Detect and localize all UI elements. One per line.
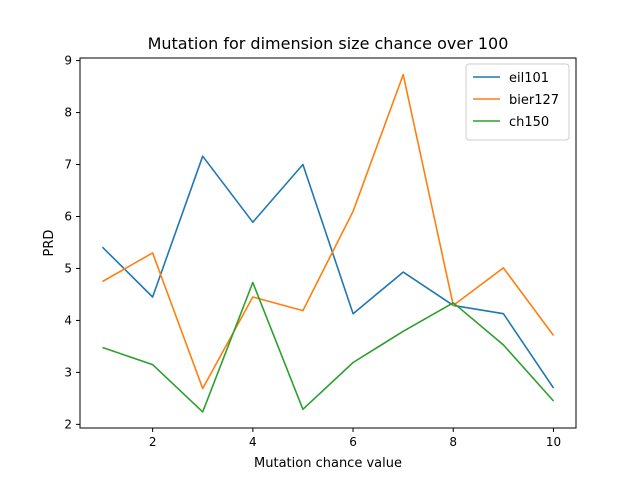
plot-frame — [79, 57, 577, 429]
series-line-eil101 — [101, 155, 555, 389]
legend-label-eil101: eil101 — [509, 71, 549, 86]
x-tick-label: 6 — [349, 435, 357, 449]
legend: eil101 bier127 ch150 — [465, 63, 570, 141]
y-tick-label: 7 — [64, 158, 72, 172]
series-layer — [101, 73, 555, 413]
chart-title: Mutation for dimension size chance over … — [148, 34, 509, 53]
x-tick-label: 4 — [249, 435, 257, 449]
series-line-bier127 — [102, 73, 555, 390]
y-tick-label: 8 — [64, 106, 72, 120]
y-tick-label: 4 — [64, 313, 72, 327]
x-axis-label: Mutation chance value — [254, 456, 402, 471]
legend-label-ch150: ch150 — [509, 115, 549, 130]
y-tick-label: 2 — [64, 417, 72, 431]
x-tick-label: 8 — [449, 435, 457, 449]
x-tick-label: 10 — [546, 435, 561, 449]
y-axis-label: PRD — [42, 230, 57, 257]
x-tick-label: 2 — [149, 435, 157, 449]
y-axis-ticks: 2 3 4 5 6 7 8 9 — [64, 54, 80, 431]
y-tick-label: 6 — [64, 209, 72, 223]
y-tick-label: 3 — [64, 365, 72, 379]
y-tick-label: 5 — [64, 261, 72, 275]
legend-label-bier127: bier127 — [509, 93, 559, 108]
x-axis-ticks: 2 4 6 8 10 — [149, 428, 561, 449]
y-tick-label: 9 — [64, 54, 72, 68]
series-line-ch150 — [102, 281, 555, 413]
